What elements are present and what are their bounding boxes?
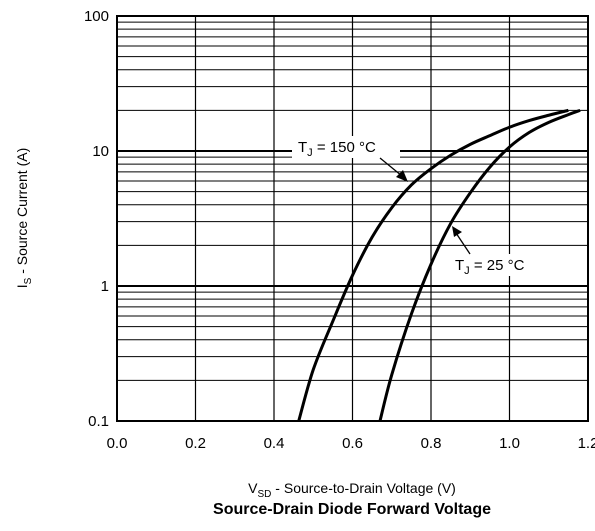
series-label-tj-150c-rest: = 150 °C bbox=[313, 139, 376, 156]
x-tick-label: 0.8 bbox=[421, 435, 442, 452]
y-tick-label: 10 bbox=[92, 143, 109, 160]
x-tick-label: 0.4 bbox=[264, 435, 285, 452]
y-tick-label: 1 bbox=[101, 278, 109, 295]
series-label-tj-150c: TJ = 150 °C bbox=[298, 139, 376, 159]
label-box-tj-25c bbox=[449, 254, 547, 276]
chart-title: Source-Drain Diode Forward Voltage bbox=[213, 501, 491, 518]
x-tick-label: 1.0 bbox=[499, 435, 520, 452]
label-box-tj-150c bbox=[292, 136, 400, 158]
x-tick-labels: 0.0 0.2 0.4 0.6 0.8 1.0 1.2 bbox=[107, 435, 595, 452]
series-label-tj-25c-rest: = 25 °C bbox=[470, 257, 525, 274]
x-tick-label: 1.2 bbox=[578, 435, 595, 452]
y-axis-title-rest: - Source Current (A) bbox=[14, 148, 30, 278]
y-axis-title: IS - Source Current (A) bbox=[14, 148, 34, 289]
x-axis-title: VSD - Source-to-Drain Voltage (V) bbox=[248, 480, 456, 500]
x-tick-label: 0.0 bbox=[107, 435, 128, 452]
x-axis-title-main: V bbox=[248, 480, 258, 496]
y-tick-label: 100 bbox=[84, 8, 109, 25]
x-tick-label: 0.6 bbox=[342, 435, 363, 452]
series-line-tj-25c bbox=[378, 108, 581, 422]
x-axis-title-rest: - Source-to-Drain Voltage (V) bbox=[271, 480, 455, 496]
major-grid bbox=[116, 15, 589, 422]
arrow-line-tj-25c bbox=[455, 232, 471, 255]
arrow-line-tj-150c bbox=[379, 157, 403, 177]
series-line-tj-150c bbox=[297, 108, 569, 422]
series-label-tj-25c-sub: J bbox=[464, 265, 470, 277]
series-label-tj-25c-main: T bbox=[455, 257, 464, 274]
series-label-tj-25c: TJ = 25 °C bbox=[455, 257, 525, 277]
series-layer bbox=[297, 108, 581, 422]
arrow-head-tj-150c bbox=[396, 170, 408, 182]
x-axis-title-sub: SD bbox=[258, 489, 272, 500]
y-tick-labels: 0.1 1 10 100 bbox=[84, 8, 109, 430]
series-label-tj-150c-main: T bbox=[298, 139, 307, 156]
series-label-tj-150c-sub: J bbox=[307, 147, 313, 159]
y-axis-title-main: I bbox=[14, 284, 30, 288]
y-axis-title-sub: S bbox=[23, 277, 34, 284]
arrow-head-tj-25c bbox=[452, 226, 462, 237]
x-tick-label: 0.2 bbox=[185, 435, 206, 452]
y-tick-label: 0.1 bbox=[88, 413, 109, 430]
plot-frame bbox=[116, 15, 589, 422]
